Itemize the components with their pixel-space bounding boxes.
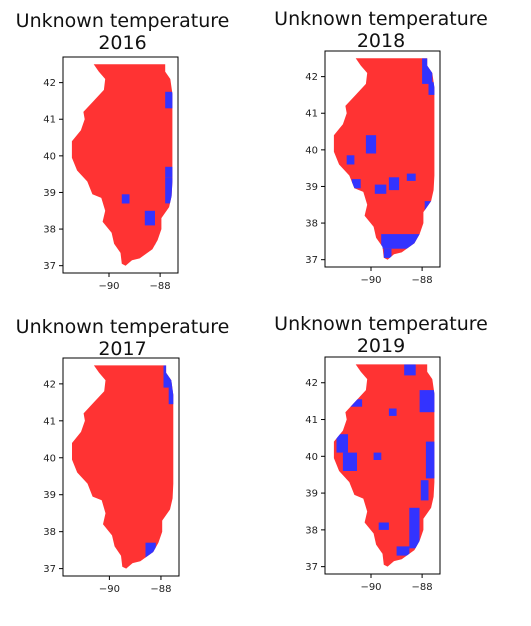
- x-tick-label: −88: [412, 582, 433, 593]
- panel-2016: Unknown temperature 2016 37 38 39 40 41 42 −90…: [0, 0, 265, 313]
- x-tick-label: −90: [99, 584, 120, 595]
- y-tick-label: 39: [305, 182, 318, 193]
- y-tick-label: 41: [43, 115, 56, 126]
- highlight-region: [383, 248, 392, 258]
- x-tick-label: −88: [412, 275, 433, 286]
- state-shape: [71, 64, 173, 266]
- state-shape: [333, 58, 435, 260]
- y-tick-label: 42: [305, 72, 318, 83]
- panel-2017: Unknown temperature 2017 37 38 39 40 41 42 −90…: [0, 313, 265, 626]
- y-tick-label: 40: [43, 151, 56, 162]
- map-plot: 37 38 39 40 41 42 −90 −88: [43, 56, 179, 292]
- highlight-region: [145, 542, 156, 558]
- axes-frame: [62, 357, 180, 577]
- y-tick-label: 40: [305, 452, 318, 463]
- y-tick-label: 38: [43, 527, 56, 538]
- highlight-region: [374, 184, 387, 194]
- axes-frame: [324, 50, 441, 268]
- highlight-region: [336, 434, 348, 453]
- chart-title: Unknown temperature 2019: [265, 313, 497, 357]
- highlight-region: [342, 452, 357, 471]
- y-tick-label: 39: [43, 490, 56, 501]
- x-tick-label: −90: [360, 582, 381, 593]
- panel-2018: Unknown temperature 2018 37 38 39 40 41 42 −90…: [265, 0, 531, 313]
- highlight-region: [424, 201, 432, 213]
- title-line-1: Unknown temperature: [274, 8, 488, 30]
- highlight-region: [404, 364, 416, 376]
- y-tick-label: 41: [43, 416, 56, 427]
- y-tick-label: 41: [305, 109, 318, 120]
- highlight-region: [165, 177, 173, 204]
- title-line-1: Unknown temperature: [15, 316, 230, 338]
- x-tick-label: −88: [150, 281, 171, 292]
- highlight-region-group: [145, 365, 174, 558]
- x-tick-label: −90: [98, 281, 119, 292]
- map-plot: 37 38 39 40 41 42 −90 −88: [43, 357, 180, 595]
- highlight-region: [373, 452, 382, 460]
- highlight-region: [346, 155, 355, 165]
- highlight-region: [425, 441, 435, 479]
- highlight-region: [381, 234, 420, 249]
- highlight-region: [155, 243, 162, 250]
- axes-frame: [62, 56, 179, 274]
- highlight-region: [365, 135, 377, 154]
- highlight-region: [419, 390, 435, 413]
- x-tick-label: −88: [150, 584, 171, 595]
- title-line-1: Unknown temperature: [274, 313, 488, 335]
- title-line-2: 2019: [356, 335, 406, 357]
- title-line-2: 2017: [98, 338, 147, 360]
- highlight-region: [406, 173, 416, 181]
- highlight-region: [121, 194, 130, 204]
- y-tick-label: 40: [305, 145, 318, 156]
- y-tick-label: 38: [305, 525, 318, 536]
- highlight-region-group: [346, 58, 435, 258]
- highlight-region: [388, 408, 397, 416]
- panel-2019: Unknown temperature 2019 37 38 39 40 41 42 −90…: [265, 313, 531, 626]
- y-tick-label: 42: [305, 378, 318, 389]
- highlight-region: [348, 399, 363, 407]
- y-tick-label: 42: [43, 379, 56, 390]
- title-line-1: Unknown temperature: [15, 10, 230, 32]
- x-tick-label: −90: [360, 275, 381, 286]
- y-tick-label: 37: [305, 255, 318, 266]
- highlight-region: [168, 387, 174, 405]
- highlight-region: [396, 546, 410, 556]
- map-plot: 37 38 39 40 41 42 −90 −88: [305, 356, 441, 593]
- y-tick-label: 40: [43, 453, 56, 464]
- highlight-region: [144, 210, 155, 226]
- highlight-region: [163, 365, 174, 388]
- y-tick-label: 38: [43, 225, 56, 236]
- chart-title: Unknown temperature 2018: [265, 8, 497, 52]
- title-line-2: 2018: [356, 30, 406, 52]
- highlight-region: [165, 166, 173, 178]
- state-shape: [72, 365, 174, 569]
- y-tick-label: 38: [305, 219, 318, 230]
- highlight-region-group: [336, 364, 435, 556]
- y-tick-label: 37: [43, 261, 56, 272]
- map-plot: 37 38 39 40 41 42 −90 −88: [305, 50, 441, 286]
- state-shape: [333, 364, 435, 567]
- y-tick-label: 37: [43, 564, 56, 575]
- title-line-2: 2016: [98, 32, 147, 54]
- y-tick-label: 39: [305, 489, 318, 500]
- highlight-region: [351, 179, 361, 189]
- highlight-region: [165, 91, 173, 109]
- highlight-region: [409, 507, 420, 549]
- y-tick-label: 37: [305, 562, 318, 573]
- highlight-region: [388, 177, 400, 191]
- highlight-region: [420, 480, 429, 501]
- y-tick-label: 39: [43, 188, 56, 199]
- highlight-region: [378, 522, 389, 530]
- y-tick-label: 42: [43, 78, 56, 89]
- chart-title: Unknown temperature 2017: [0, 316, 245, 360]
- y-tick-label: 41: [305, 415, 318, 426]
- highlight-region: [422, 58, 433, 84]
- highlight-region: [428, 82, 435, 95]
- axes-frame: [324, 356, 441, 575]
- chart-title: Unknown temperature 2016: [0, 10, 245, 54]
